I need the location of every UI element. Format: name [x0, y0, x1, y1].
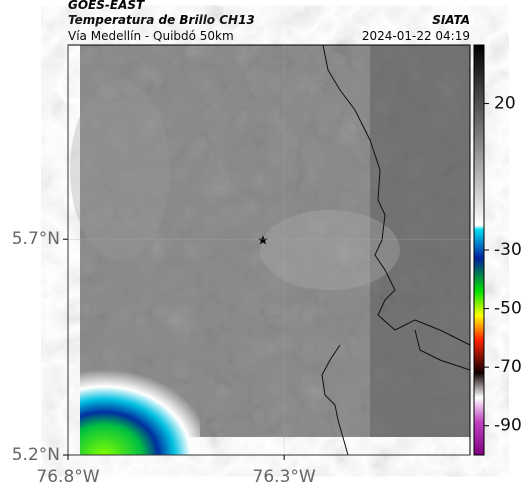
lat-tick-label: 5.2°N — [12, 445, 60, 465]
colorbar-tick-label: -70 — [494, 357, 522, 377]
svg-text:★: ★ — [257, 234, 269, 249]
colorbar-tick-label: -90 — [494, 416, 522, 436]
colorbar-tick-label: -30 — [494, 240, 522, 260]
lon-tick-label: 76.3°W — [253, 467, 316, 487]
lon-tick-label: 76.8°W — [36, 467, 99, 487]
product: Temperatura de Brillo CH13 — [68, 13, 255, 27]
colorbar-tick-label: -50 — [494, 299, 522, 319]
colorbar-tick-label: 20 — [494, 94, 516, 114]
map-image: ★ — [67, 44, 471, 456]
agency: SIATA — [432, 13, 470, 27]
source: GOES-EAST — [68, 0, 145, 12]
colorbar — [473, 44, 485, 456]
route: Vía Medellín - Quibdó 50km — [68, 29, 234, 43]
lat-tick-label: 5.7°N — [12, 229, 60, 249]
datetime: 2024-01-22 04:19 — [362, 29, 470, 43]
